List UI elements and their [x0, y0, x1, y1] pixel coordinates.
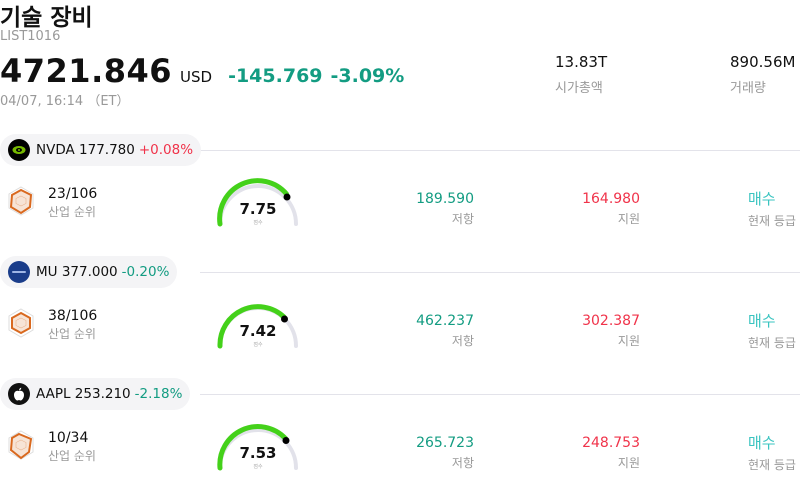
rating-label: 현재 등급 — [748, 458, 796, 472]
resistance-level: 189.590 저항 — [400, 191, 474, 227]
support-value: 248.753 — [582, 435, 640, 451]
ticker-change-pct: -2.18% — [134, 386, 183, 402]
resistance-level: 265.723 저항 — [400, 435, 474, 471]
stock-card-mu[interactable]: MU 377.000 -0.20% 38/106 산업 순위 7.42 점수 4… — [0, 256, 800, 378]
ticker-price: MU 377.000 — [36, 264, 118, 280]
micron-logo-icon — [8, 261, 30, 283]
score-label: 점수 — [253, 220, 263, 226]
radar-hexagon-icon — [8, 186, 34, 220]
currency: USD — [180, 68, 213, 86]
index-price: 4721.846 — [0, 52, 173, 90]
ticker-change-pct: +0.08% — [138, 142, 194, 158]
rank-value: 38/106 — [48, 308, 98, 324]
rating-label: 현재 등급 — [748, 336, 796, 350]
support-value: 164.980 — [582, 191, 640, 207]
score-value: 7.42 — [239, 322, 277, 340]
volume-stat: 890.56M 거래량 — [730, 53, 795, 96]
score-value: 7.75 — [239, 200, 277, 218]
ticker-pill[interactable]: AAPL 253.210 -2.18% — [0, 378, 191, 410]
radar-hexagon-icon — [8, 308, 34, 342]
resistance-value: 462.237 — [416, 313, 474, 329]
market-cap-label: 시가총액 — [555, 81, 603, 96]
support-value: 302.387 — [582, 313, 640, 329]
page-title: 기술 장비 — [0, 5, 93, 31]
gauge-arc-icon — [217, 178, 298, 227]
rank-label: 산업 순위 — [48, 205, 96, 219]
score-gauge: 7.75 점수 — [214, 178, 302, 228]
market-cap-value: 13.83T — [555, 53, 608, 71]
gauge-arc-icon — [217, 304, 298, 349]
support-level: 164.980 지원 — [566, 191, 640, 227]
support-level: 248.753 지원 — [566, 435, 640, 471]
apple-logo-icon — [8, 383, 30, 405]
rating-label: 현재 등급 — [748, 214, 796, 228]
support-label: 지원 — [617, 456, 640, 470]
score-gauge: 7.42 점수 — [214, 300, 302, 350]
rank-value: 23/106 — [48, 186, 98, 202]
rating-value: 매수 — [748, 190, 776, 208]
divider — [200, 150, 800, 151]
rank-label: 산업 순위 — [48, 449, 96, 463]
current-rating: 매수 현재 등급 — [748, 310, 796, 351]
current-rating: 매수 현재 등급 — [748, 432, 796, 473]
industry-rank: 10/34 산업 순위 — [8, 430, 96, 464]
resistance-value: 265.723 — [416, 435, 474, 451]
resistance-level: 462.237 저항 — [400, 313, 474, 349]
resistance-label: 저항 — [451, 456, 474, 470]
stock-card-aapl[interactable]: AAPL 253.210 -2.18% 10/34 산업 순위 7.53 점수 … — [0, 378, 800, 488]
volume-label: 거래량 — [730, 81, 766, 96]
nvidia-logo-icon — [8, 139, 30, 161]
radar-hexagon-icon — [8, 430, 34, 464]
score-label: 점수 — [253, 464, 263, 470]
industry-rank: 38/106 산업 순위 — [8, 308, 97, 342]
rating-value: 매수 — [748, 434, 776, 452]
ticker-pill[interactable]: MU 377.000 -0.20% — [0, 256, 178, 288]
stock-card-nvda[interactable]: NVDA 177.780 +0.08% 23/106 산업 순위 7.75 점수… — [0, 134, 800, 256]
timestamp: 04/07, 16:14 （ET） — [0, 94, 130, 109]
industry-rank: 23/106 산업 순위 — [8, 186, 97, 220]
support-label: 지원 — [617, 334, 640, 348]
support-label: 지원 — [617, 212, 640, 226]
ticker-change-pct: -0.20% — [121, 264, 170, 280]
resistance-value: 189.590 — [416, 191, 474, 207]
current-rating: 매수 현재 등급 — [748, 188, 796, 229]
volume-value: 890.56M — [730, 53, 796, 71]
resistance-label: 저항 — [451, 212, 474, 226]
price-change: -145.769 — [228, 65, 323, 87]
ticker-price: NVDA 177.780 — [36, 142, 135, 158]
ticker-pill[interactable]: NVDA 177.780 +0.08% — [0, 134, 202, 166]
price-row: 4721.846 USD -145.769 -3.09% — [0, 52, 404, 90]
divider — [200, 272, 800, 273]
score-value: 7.53 — [239, 444, 277, 462]
market-cap-stat: 13.83T 시가총액 — [555, 53, 607, 96]
list-code: LIST1016 — [0, 29, 61, 44]
score-gauge: 7.53 점수 — [214, 422, 302, 472]
resistance-label: 저항 — [451, 334, 474, 348]
rank-value: 10/34 — [48, 430, 89, 446]
ticker-price: AAPL 253.210 — [36, 386, 131, 402]
price-change-pct: -3.09% — [330, 65, 405, 87]
divider — [200, 394, 800, 395]
rank-label: 산업 순위 — [48, 327, 96, 341]
gauge-arc-icon — [217, 424, 298, 471]
rating-value: 매수 — [748, 312, 776, 330]
score-label: 점수 — [253, 342, 263, 348]
support-level: 302.387 지원 — [566, 313, 640, 349]
